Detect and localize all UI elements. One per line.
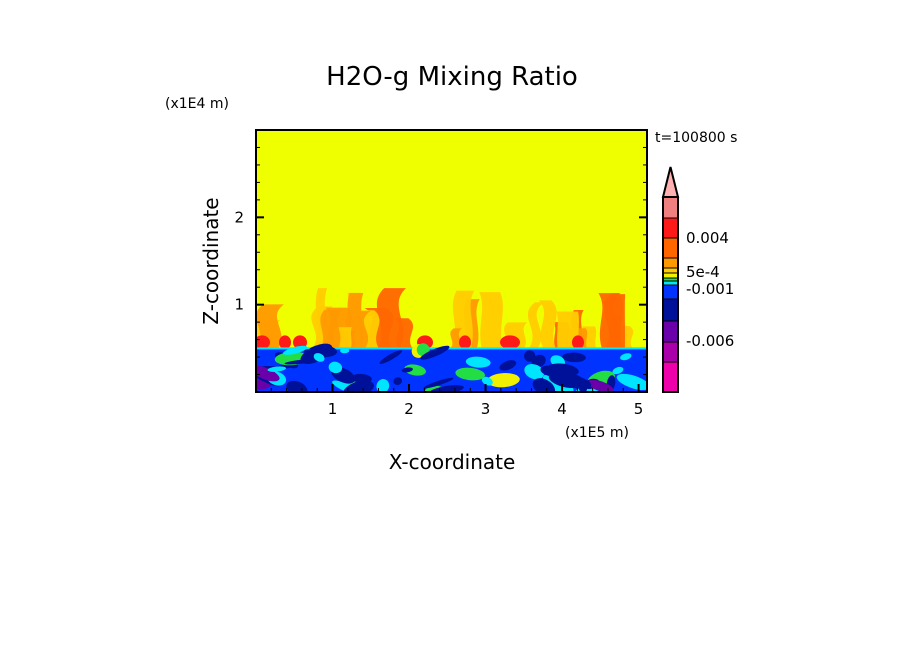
- contour-region: [351, 373, 372, 383]
- contour-region: [487, 373, 520, 388]
- contour-region: [546, 363, 579, 377]
- colorbar-segment: [662, 217, 679, 239]
- contour-region: [465, 356, 491, 368]
- x-unit-label: (x1E5 m): [565, 425, 629, 441]
- colorbar-label: 0.004: [686, 229, 729, 247]
- colorbar: 0.004 5e-4-0.001 -0.006: [661, 166, 734, 393]
- colorbar-segment: [662, 280, 679, 286]
- contour-region: [527, 302, 545, 349]
- contour-region: [256, 365, 280, 382]
- colorbar-segment: [662, 284, 679, 300]
- contour-field: [256, 130, 647, 392]
- contour-region: [320, 309, 343, 349]
- time-label: t=100800 s: [655, 130, 737, 146]
- y-tick-label: 2: [234, 208, 244, 226]
- contour-region: [256, 335, 270, 350]
- contour-region: [523, 350, 536, 362]
- contour-region: [604, 293, 621, 349]
- colorbar-label: 5e-4: [686, 263, 720, 281]
- contour-region: [459, 335, 471, 350]
- contour-region: [556, 374, 592, 389]
- contour-region: [401, 367, 413, 373]
- contour-region: [279, 335, 291, 350]
- colorbar-segment: [662, 237, 679, 259]
- contour-region: [587, 379, 614, 392]
- contour-region: [328, 361, 343, 374]
- contour-region: [376, 288, 406, 349]
- contour-region: [342, 380, 374, 392]
- contour-region: [267, 366, 286, 372]
- contour-region: [283, 345, 308, 355]
- contour-region: [620, 353, 632, 361]
- contour-region: [524, 363, 545, 380]
- colorbar-segment: [662, 341, 679, 363]
- contour-region: [479, 292, 503, 349]
- contour-region: [423, 377, 454, 389]
- colorbar-segment: [662, 361, 679, 393]
- contour-region: [379, 350, 403, 364]
- colorbar-segment: [662, 320, 679, 343]
- contour-region: [612, 366, 624, 375]
- colorbar-segment: [662, 272, 679, 279]
- x-tick-label: 1: [328, 400, 338, 418]
- contour-region: [455, 367, 486, 381]
- colorbar-label: -0.006: [686, 332, 734, 350]
- x-tick-label: 5: [634, 400, 644, 418]
- contour-region: [286, 380, 308, 392]
- contour-region: [616, 373, 647, 391]
- contour-region: [429, 385, 464, 392]
- contour-region: [500, 335, 520, 350]
- contour-region: [499, 360, 517, 371]
- contour-region: [562, 352, 586, 363]
- colorbar-segment: [662, 257, 679, 269]
- y-axis-label: Z-coordinate: [199, 197, 223, 324]
- x-axis-label: X-coordinate: [389, 450, 516, 474]
- x-tick-label: 2: [404, 400, 414, 418]
- chart-title: H2O-g Mixing Ratio: [326, 62, 578, 92]
- contour-region: [347, 293, 364, 349]
- contour-region: [376, 379, 390, 392]
- contour-region: [481, 376, 493, 386]
- y-tick-label: 1: [234, 296, 244, 314]
- contour-region: [340, 348, 350, 354]
- contour-region: [313, 353, 325, 362]
- colorbar-segment: [662, 298, 679, 322]
- colorbar-label: -0.001: [686, 280, 734, 298]
- contour-region: [393, 377, 403, 385]
- contour-region: [531, 354, 546, 368]
- colorbar-segment: [662, 196, 679, 219]
- colorbar-segment: [662, 267, 679, 274]
- y-unit-label: (x1E4 m): [165, 96, 229, 112]
- contour-region: [420, 345, 450, 360]
- plot-frame: [255, 129, 648, 393]
- colorbar-extend-arrow: [661, 166, 680, 198]
- x-tick-label: 3: [481, 400, 491, 418]
- contour-region: [572, 335, 584, 350]
- colorbar-frame: [662, 196, 679, 393]
- axis-ticks: 1 2 3 4 5 1 2: [234, 146, 647, 418]
- x-tick-label: 4: [557, 400, 567, 418]
- contour-region: [538, 300, 557, 349]
- contour-region: [404, 364, 426, 376]
